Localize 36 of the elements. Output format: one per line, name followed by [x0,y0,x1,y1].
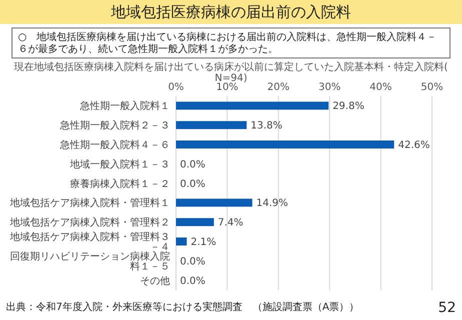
x-tick-label: 30% [318,82,341,93]
y-tick-label: 急性期一般入院料１ [79,100,170,112]
x-tick-label: 0% [168,82,184,93]
y-tick-label: 療養病棟入院料１－２ [70,178,170,190]
y-tick-label: 急性期一般入院料４－６ [59,139,170,151]
y-tick-label: 地域一般入院料１－３ [69,158,170,170]
text: 52 [438,300,456,316]
data-label: 2.1% [190,237,216,248]
data-label: 14.9% [256,198,288,210]
bar [176,140,394,148]
y-tick-label: その他 [140,274,170,287]
data-label: 0.0% [180,159,206,170]
chart-subtitle: 現在地域包括医療病棟入院料を届け出ている病床が以前に算定していた入院基本料・特定入院料(N=94) [14,61,448,84]
data-label: 29.8% [332,101,364,112]
x-tick-label: 10% [216,82,238,93]
bar [176,238,187,246]
y-tick-label: 急性期一般入院料２－３ [59,120,170,132]
data-label: 0.0% [180,178,206,190]
bar [176,102,329,110]
data-label: 0.0% [180,276,206,287]
source-note: 出典：令和7年度入院・外来医療等における実態調査 （施設調査票（A票）） [6,301,360,313]
y-tick-label: 地域包括ケア病棟入院料・管理料１ [9,197,170,210]
data-label: 7.4% [218,218,244,229]
chart-title: 地域包括医療病棟の届出前の入院料 [110,3,351,21]
y-tick-label: 地域包括ケア病棟入院料・管理料２ [9,216,170,229]
bar [176,218,214,226]
data-label: 42.6% [398,140,430,151]
bar [176,121,247,130]
x-tick-label: 50% [420,82,444,93]
y-tick-label: 回復期リハビリテーション病棟入院料１－５ [10,250,170,272]
bar [176,198,252,207]
data-label: 13.8% [250,120,282,132]
text: ○ 地域包括医療病棟を届け出ている病棟における届出前の入院料は、急性期一般入院料４－６が最多であり、続いて急性期一般入院料１が多かった。 [18,31,437,55]
x-tick-label: 40% [370,82,392,93]
x-tick-label: 20% [267,82,290,93]
data-label: 0.0% [180,256,206,268]
